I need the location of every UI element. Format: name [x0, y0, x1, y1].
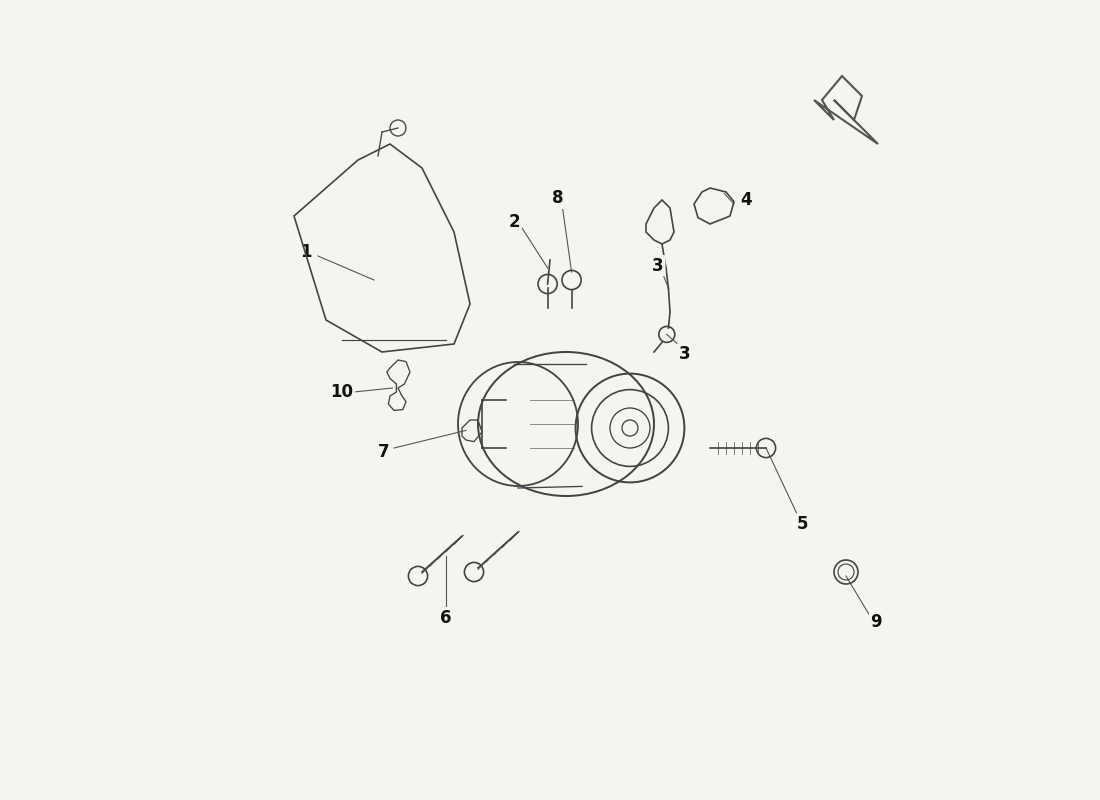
Text: 10: 10: [330, 383, 353, 401]
Text: 3: 3: [652, 257, 663, 274]
Text: 9: 9: [870, 614, 882, 631]
Text: 5: 5: [796, 515, 807, 533]
Text: 2: 2: [508, 214, 520, 231]
Text: 3: 3: [679, 345, 690, 362]
Text: 8: 8: [552, 190, 563, 207]
Text: 7: 7: [377, 443, 389, 461]
Text: 6: 6: [440, 609, 452, 626]
Text: 1: 1: [300, 243, 311, 261]
Text: 4: 4: [740, 191, 751, 209]
